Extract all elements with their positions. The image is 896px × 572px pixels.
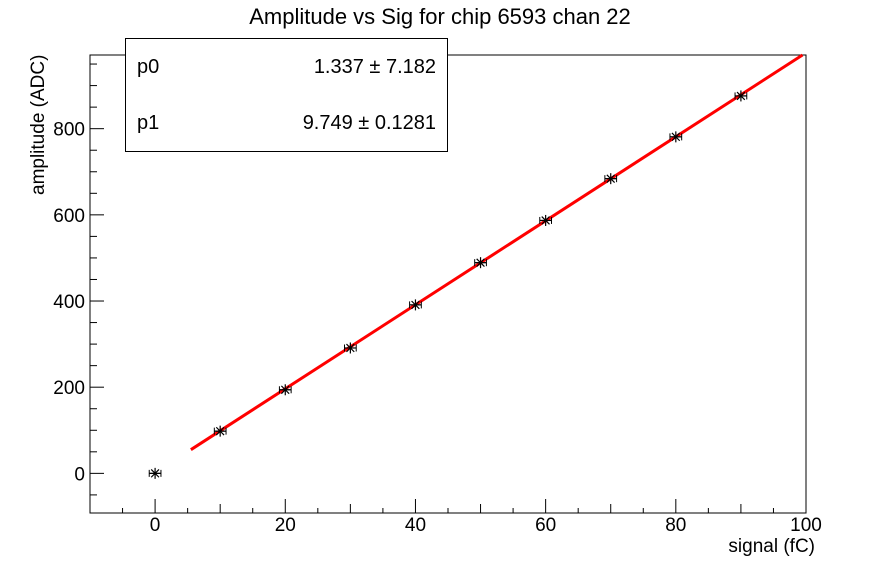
y-tick-label: 200	[53, 378, 85, 399]
data-marker	[215, 426, 225, 436]
fit-stats-box: p0 1.337 ± 7.182 p1 9.749 ± 0.1281	[125, 38, 448, 152]
stats-param-value: 9.749 ± 0.1281	[302, 111, 436, 134]
x-tick-label: 0	[150, 515, 161, 536]
stats-param-name: p1	[137, 111, 160, 134]
data-marker	[150, 469, 160, 478]
y-tick-label: 800	[53, 120, 85, 141]
y-tick-label: 400	[53, 292, 85, 313]
stats-row-p0: p0 1.337 ± 7.182	[126, 39, 447, 95]
x-tick-label: 100	[790, 515, 822, 536]
fit-line	[190, 53, 804, 451]
y-tick-label: 600	[53, 206, 85, 227]
stats-row-p1: p1 9.749 ± 0.1281	[126, 95, 447, 151]
data-marker	[411, 300, 420, 310]
data-marker	[280, 385, 290, 395]
data-marker	[671, 132, 681, 142]
chart-title: Amplitude vs Sig for chip 6593 chan 22	[249, 4, 631, 29]
y-tick-label: 0	[74, 464, 85, 485]
x-tick-label: 40	[405, 515, 426, 536]
data-marker	[476, 258, 485, 267]
stats-param-name: p0	[137, 55, 160, 78]
stats-param-value: 1.337 ± 7.182	[313, 55, 436, 78]
x-tick-label: 80	[665, 515, 686, 536]
plot-area: 0 20 40 60 80 100 0 200 400 600 800	[53, 53, 822, 536]
data-marker	[346, 343, 355, 353]
data-marker	[736, 91, 746, 101]
x-axis-title: signal (fC)	[728, 536, 815, 557]
x-tick-label: 20	[275, 515, 296, 536]
x-tick-label: 60	[535, 515, 556, 536]
data-marker	[606, 174, 616, 183]
y-axis-title: amplitude (ADC)	[28, 55, 49, 195]
data-marker	[541, 216, 550, 225]
